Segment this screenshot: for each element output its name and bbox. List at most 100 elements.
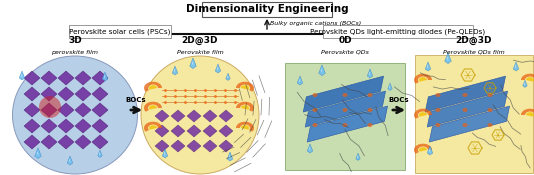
Text: Perovskite QDs light-emitting diodes (Pe-QLEDs): Perovskite QDs light-emitting diodes (Pe… — [310, 28, 485, 35]
Polygon shape — [419, 112, 427, 117]
Polygon shape — [24, 119, 40, 133]
Polygon shape — [92, 103, 108, 117]
Polygon shape — [172, 66, 178, 75]
Polygon shape — [171, 140, 185, 152]
Polygon shape — [98, 150, 102, 157]
Ellipse shape — [39, 96, 61, 118]
Text: BOCs: BOCs — [389, 97, 410, 103]
Polygon shape — [24, 87, 40, 101]
Polygon shape — [303, 76, 383, 112]
Polygon shape — [35, 148, 41, 159]
Ellipse shape — [367, 123, 373, 127]
FancyBboxPatch shape — [202, 2, 332, 17]
Ellipse shape — [141, 56, 259, 174]
Polygon shape — [414, 74, 432, 84]
Polygon shape — [75, 135, 91, 149]
Polygon shape — [155, 125, 169, 137]
Ellipse shape — [12, 56, 137, 174]
Polygon shape — [19, 71, 25, 80]
Polygon shape — [24, 135, 40, 149]
Polygon shape — [414, 109, 432, 119]
Polygon shape — [203, 140, 217, 152]
Polygon shape — [425, 76, 506, 112]
Polygon shape — [203, 125, 217, 137]
Ellipse shape — [436, 108, 441, 112]
Bar — [415, 55, 533, 173]
Polygon shape — [149, 125, 157, 130]
Polygon shape — [149, 85, 157, 90]
Polygon shape — [58, 135, 74, 149]
Polygon shape — [203, 110, 217, 122]
Ellipse shape — [488, 108, 492, 112]
Polygon shape — [215, 64, 221, 73]
Polygon shape — [526, 112, 534, 117]
Polygon shape — [319, 65, 325, 76]
Polygon shape — [427, 146, 433, 155]
Ellipse shape — [342, 93, 348, 97]
Polygon shape — [425, 62, 431, 71]
Ellipse shape — [312, 93, 318, 97]
Polygon shape — [226, 73, 230, 80]
Ellipse shape — [342, 108, 348, 112]
Polygon shape — [149, 105, 157, 110]
Polygon shape — [429, 106, 509, 142]
Polygon shape — [236, 122, 254, 132]
Polygon shape — [187, 140, 201, 152]
Polygon shape — [367, 69, 373, 78]
Polygon shape — [92, 135, 108, 149]
Polygon shape — [307, 144, 313, 153]
Polygon shape — [58, 103, 74, 117]
Ellipse shape — [367, 93, 373, 97]
Polygon shape — [236, 102, 254, 112]
Polygon shape — [236, 82, 254, 92]
Polygon shape — [92, 119, 108, 133]
Polygon shape — [41, 87, 57, 101]
Ellipse shape — [342, 123, 348, 127]
Text: BOCs: BOCs — [125, 97, 146, 103]
Polygon shape — [102, 72, 108, 81]
Text: Bulky organic cations (BOCs): Bulky organic cations (BOCs) — [270, 22, 361, 26]
Polygon shape — [241, 125, 249, 130]
Text: 0D: 0D — [338, 36, 352, 45]
Polygon shape — [307, 106, 388, 142]
Polygon shape — [297, 76, 303, 85]
Polygon shape — [187, 125, 201, 137]
Ellipse shape — [488, 123, 492, 127]
Polygon shape — [41, 71, 57, 85]
Polygon shape — [356, 153, 360, 160]
Ellipse shape — [462, 93, 467, 97]
Text: Perovskite QDs film: Perovskite QDs film — [443, 50, 505, 55]
Ellipse shape — [436, 93, 441, 97]
FancyBboxPatch shape — [69, 25, 170, 38]
Polygon shape — [187, 110, 201, 122]
Polygon shape — [155, 110, 169, 122]
Polygon shape — [445, 53, 451, 64]
Text: 2D@3D: 2D@3D — [456, 36, 492, 45]
Polygon shape — [219, 140, 233, 152]
Polygon shape — [75, 87, 91, 101]
Text: Perovskite film: Perovskite film — [177, 50, 223, 55]
Text: Dimensionality Engineering: Dimensionality Engineering — [186, 5, 348, 15]
Polygon shape — [526, 77, 534, 82]
Polygon shape — [419, 147, 427, 152]
Ellipse shape — [462, 123, 467, 127]
Polygon shape — [190, 58, 197, 69]
Ellipse shape — [312, 108, 318, 112]
Polygon shape — [75, 119, 91, 133]
FancyBboxPatch shape — [324, 25, 473, 38]
Polygon shape — [75, 103, 91, 117]
Polygon shape — [219, 125, 233, 137]
Text: Perovskite solar cells (PSCs): Perovskite solar cells (PSCs) — [69, 28, 171, 35]
Polygon shape — [144, 102, 162, 112]
Polygon shape — [24, 71, 40, 85]
Polygon shape — [144, 122, 162, 132]
Ellipse shape — [488, 93, 492, 97]
Polygon shape — [171, 125, 185, 137]
Polygon shape — [41, 135, 57, 149]
Polygon shape — [227, 152, 233, 161]
Polygon shape — [521, 109, 534, 119]
Polygon shape — [219, 110, 233, 122]
Bar — [285, 63, 405, 170]
Ellipse shape — [367, 108, 373, 112]
Polygon shape — [67, 156, 73, 165]
